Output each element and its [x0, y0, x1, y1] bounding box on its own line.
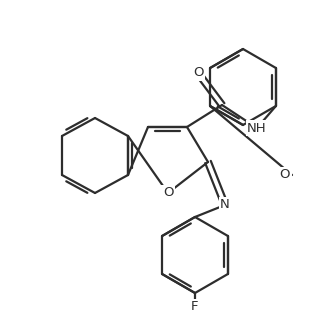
- Text: F: F: [191, 301, 199, 313]
- Text: O: O: [163, 186, 173, 199]
- Text: NH: NH: [247, 121, 267, 135]
- Text: N: N: [220, 198, 230, 211]
- Text: O: O: [193, 66, 203, 80]
- Text: O: O: [280, 168, 290, 181]
